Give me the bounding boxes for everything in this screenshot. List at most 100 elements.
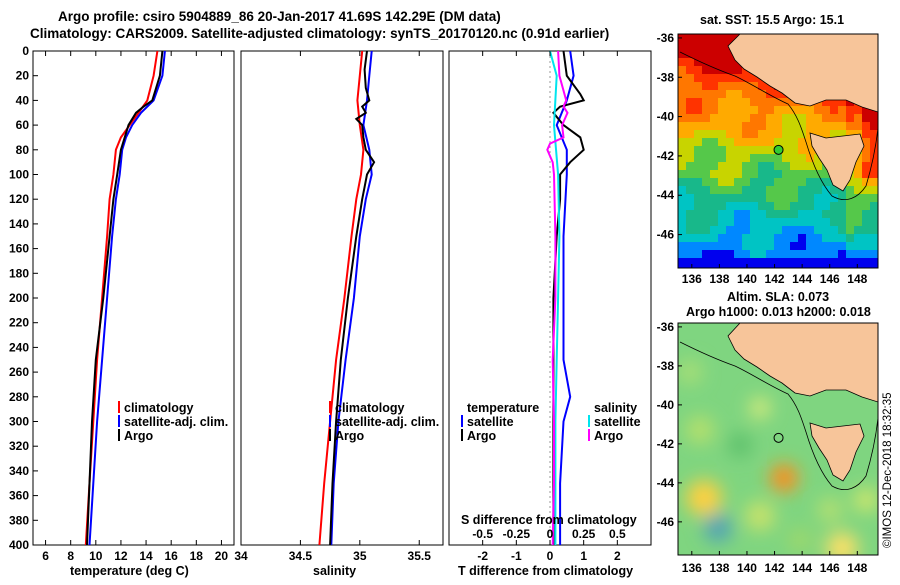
sst-cell: [678, 226, 687, 235]
sst-cell: [726, 202, 735, 211]
sst-cell: [798, 210, 807, 219]
sst-latitude-axis: -36 -38 -40 -42 -44 -46: [657, 31, 682, 242]
difference-legend-salinity: salinity satellite Argo: [588, 401, 641, 443]
sst-cell: [814, 234, 823, 243]
sst-cell: [750, 138, 759, 147]
sst-cell: [678, 42, 687, 51]
sst-cell: [862, 234, 871, 243]
lon-tick-label: 144: [792, 561, 812, 575]
sst-cell: [846, 266, 855, 268]
lat-tick-label: -42: [657, 437, 675, 451]
sst-cell: [822, 98, 831, 107]
sst-cell: [686, 178, 695, 187]
sst-cell: [782, 106, 791, 115]
sst-cell: [790, 266, 799, 268]
sst-cell: [694, 34, 703, 43]
sst-cell: [702, 34, 711, 43]
sst-cell: [814, 218, 823, 227]
sst-cell: [798, 226, 807, 235]
sst-cell: [678, 258, 687, 267]
sst-cell: [710, 170, 719, 179]
sst-cell: [694, 130, 703, 139]
sst-cell: [750, 74, 759, 83]
sst-cell: [822, 218, 831, 227]
argo-temperature-line: [86, 51, 164, 545]
sst-cell: [870, 226, 878, 235]
sst-cell: [742, 202, 751, 211]
sst-cell: [678, 250, 687, 259]
sst-cell: [782, 258, 791, 267]
sst-cell: [774, 122, 783, 131]
sst-cell: [846, 234, 855, 243]
sst-cell: [822, 170, 831, 179]
sst-cell: [814, 242, 823, 251]
sst-cell: [870, 242, 878, 251]
sst-cell: [806, 122, 815, 131]
sst-cell: [726, 66, 735, 75]
sla-latitude-axis: -36 -38 -40 -42 -44 -46: [657, 320, 682, 529]
sst-cell: [734, 146, 743, 155]
sst-cell: [766, 170, 775, 179]
sst-cell: [862, 114, 871, 123]
sst-cell: [734, 130, 743, 139]
sst-cell: [726, 106, 735, 115]
sst-cell: [806, 170, 815, 179]
sst-cell: [806, 154, 815, 163]
sst-cell: [734, 226, 743, 235]
sst-cell: [742, 186, 751, 195]
sst-cell: [742, 154, 751, 163]
sst-cell: [766, 210, 775, 219]
sst-cell: [702, 98, 711, 107]
sst-cell: [782, 234, 791, 243]
sst-cell: [766, 242, 775, 251]
sst-cell: [718, 138, 727, 147]
sst-cell: [798, 154, 807, 163]
sla-land-mainland: [727, 323, 878, 403]
sst-cell: [758, 258, 767, 267]
sst-cell: [806, 258, 815, 267]
sst-cell: [678, 146, 687, 155]
sst-cell: [766, 226, 775, 235]
sst-cell: [806, 186, 815, 195]
sst-cell: [694, 242, 703, 251]
sla-blob: [770, 464, 798, 492]
sst-cell: [702, 122, 711, 131]
sst-cell: [734, 218, 743, 227]
sst-land-tasmania: [809, 132, 865, 192]
sst-cell: [694, 58, 703, 67]
sst-cell: [870, 130, 878, 139]
sst-cell: [814, 122, 823, 131]
sst-cell: [862, 154, 871, 163]
depth-tick-label: 220: [9, 316, 29, 330]
sst-cell: [814, 178, 823, 187]
sst-cell: [694, 234, 703, 243]
sst-cell: [798, 250, 807, 259]
sst-cell: [710, 250, 719, 259]
sst-cell: [854, 218, 863, 227]
sst-cell: [726, 114, 735, 123]
sst-cell: [814, 250, 823, 259]
sst-cell: [734, 186, 743, 195]
sst-cell: [854, 162, 863, 171]
sst-cell: [790, 250, 799, 259]
sla-blob: [826, 532, 858, 555]
sst-cell: [798, 186, 807, 195]
sst-cell: [726, 226, 735, 235]
sst-cell: [766, 90, 775, 99]
sst-cell: [734, 250, 743, 259]
sst-cell: [694, 154, 703, 163]
sst-cell: [710, 82, 719, 91]
lon-tick-label: 146: [820, 561, 840, 575]
depth-tick-label: 400: [9, 538, 29, 552]
sst-cell: [678, 170, 687, 179]
sst-cell: [758, 170, 767, 179]
sst-cell: [694, 218, 703, 227]
sst-cell: [718, 114, 727, 123]
sst-cell: [702, 146, 711, 155]
sst-cell: [774, 234, 783, 243]
s-tick-label: -0.5: [472, 527, 493, 541]
sst-cell: [806, 146, 815, 155]
sst-cell: [806, 242, 815, 251]
sst-cell: [758, 130, 767, 139]
sst-cell: [694, 74, 703, 83]
